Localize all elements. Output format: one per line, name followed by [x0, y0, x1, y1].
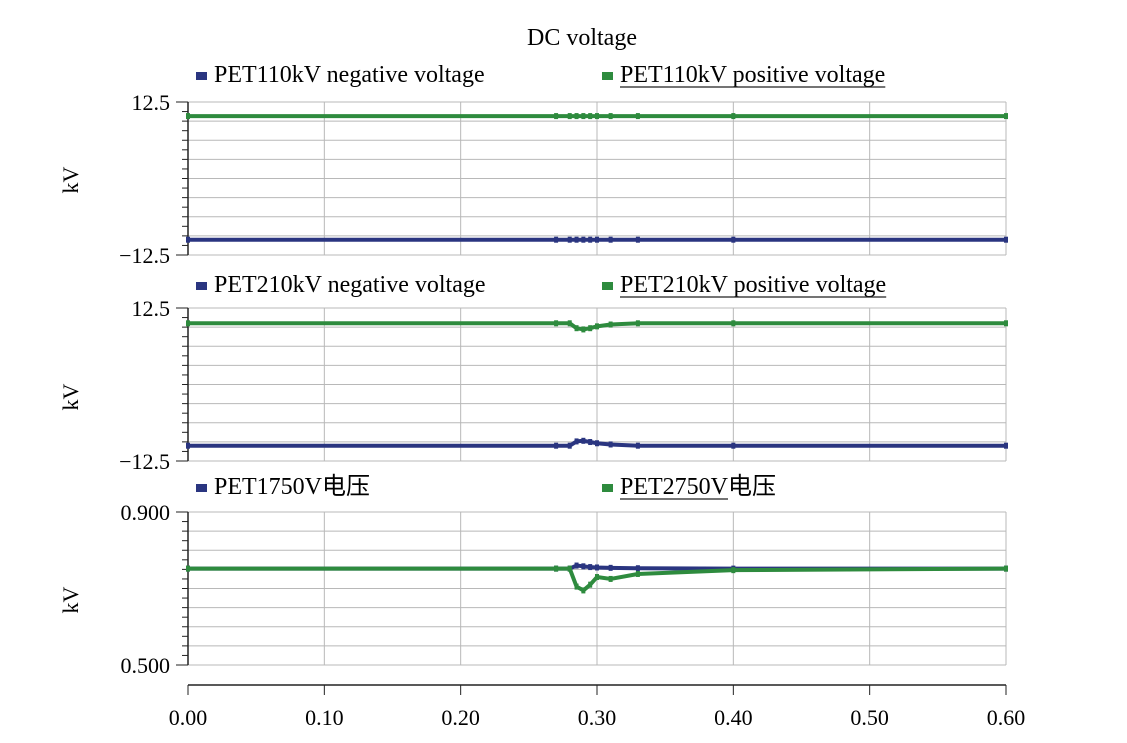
data-point [554, 236, 559, 243]
data-point [186, 236, 190, 243]
legend-label-1: PET110kV negative voltage [214, 62, 485, 88]
data-point [588, 113, 593, 120]
y-tick-label-top: 12.5 [132, 90, 171, 115]
data-point [731, 236, 736, 243]
x-tick-label: 0.60 [987, 705, 1026, 730]
y-tick-label-top: 12.5 [132, 296, 171, 321]
data-point [588, 439, 593, 446]
data-point [574, 236, 579, 243]
legend-swatch-1 [196, 282, 207, 290]
data-point [608, 564, 613, 571]
legend-label-1: PET210kV negative voltage [214, 272, 486, 298]
data-point [186, 113, 190, 120]
legend-label-2: PET110kV positive voltage [620, 62, 885, 88]
data-point [567, 113, 572, 120]
data-point [731, 442, 736, 449]
chart-title: DC voltage [527, 25, 637, 51]
data-point [186, 320, 190, 327]
data-point [595, 236, 599, 243]
data-point [574, 562, 579, 569]
data-point [574, 438, 579, 445]
data-point [608, 575, 613, 582]
data-point [595, 564, 599, 571]
legend-label-1: PET1750V电压 [214, 473, 370, 500]
data-point [1004, 113, 1008, 120]
data-point [588, 581, 593, 588]
y-tick-label-bottom: −12.5 [119, 449, 170, 474]
legend-swatch-2 [602, 72, 613, 80]
data-point [186, 442, 190, 449]
legend-swatch-2 [602, 484, 613, 492]
data-point [608, 113, 613, 120]
y-tick-label-bottom: 0.500 [121, 653, 171, 678]
data-point [731, 320, 736, 327]
x-tick-label: 0.30 [578, 705, 617, 730]
data-point [554, 565, 559, 572]
data-point [567, 442, 572, 449]
data-point [1004, 442, 1008, 449]
data-point [731, 567, 736, 574]
data-point [581, 587, 586, 594]
chart-panel-2: 12.5 −12.5 kV PET210kV negative voltage PET2… [58, 272, 1008, 474]
data-point [635, 565, 640, 572]
legend-label-2: PET210kV positive voltage [620, 272, 886, 298]
data-point [574, 113, 579, 120]
data-point [588, 236, 593, 243]
data-point [1004, 236, 1008, 243]
y-axis-label: kV [58, 166, 83, 193]
chart-panel-1: 12.5 −12.5 kV PET110kV negative voltage PET1… [58, 62, 1008, 268]
data-point [581, 113, 586, 120]
data-point [567, 565, 572, 572]
x-tick-label: 0.00 [169, 705, 208, 730]
data-point [588, 564, 593, 571]
chart-panel-3: 0.900 0.500 kV PET1750V电压 PET2750V电压 0.00 0.10… [58, 473, 1025, 730]
data-point [574, 325, 579, 332]
data-point [595, 574, 599, 581]
x-tick-label: 0.40 [714, 705, 753, 730]
data-point [588, 325, 593, 332]
data-point [574, 583, 579, 590]
legend-label-2: PET2750V电压 [620, 473, 776, 500]
data-point [595, 440, 599, 447]
data-point [635, 570, 640, 577]
data-point [1004, 565, 1008, 572]
data-point [554, 320, 559, 327]
legend-swatch-2 [602, 282, 613, 290]
data-point [1004, 320, 1008, 327]
data-point [554, 442, 559, 449]
x-tick-label: 0.20 [441, 705, 480, 730]
data-point [635, 113, 640, 120]
data-point [635, 320, 640, 327]
data-point [186, 565, 190, 572]
data-point [608, 236, 613, 243]
data-point [731, 113, 736, 120]
y-tick-label-bottom: −12.5 [119, 243, 170, 268]
legend-swatch-1 [196, 72, 207, 80]
data-point [581, 437, 586, 444]
data-point [595, 113, 599, 120]
data-point [595, 323, 599, 330]
legend-swatch-1 [196, 484, 207, 492]
data-point [581, 236, 586, 243]
data-point [608, 441, 613, 448]
y-axis-label: kV [58, 586, 83, 613]
data-point [567, 236, 572, 243]
data-point [608, 321, 613, 328]
data-point [635, 236, 640, 243]
data-point [567, 320, 572, 327]
y-axis-label: kV [58, 383, 83, 410]
x-tick-label: 0.50 [850, 705, 889, 730]
data-point [554, 113, 559, 120]
y-tick-label-top: 0.900 [121, 500, 171, 525]
data-point [581, 563, 586, 570]
data-point [635, 442, 640, 449]
data-point [581, 326, 586, 333]
x-tick-label: 0.10 [305, 705, 344, 730]
